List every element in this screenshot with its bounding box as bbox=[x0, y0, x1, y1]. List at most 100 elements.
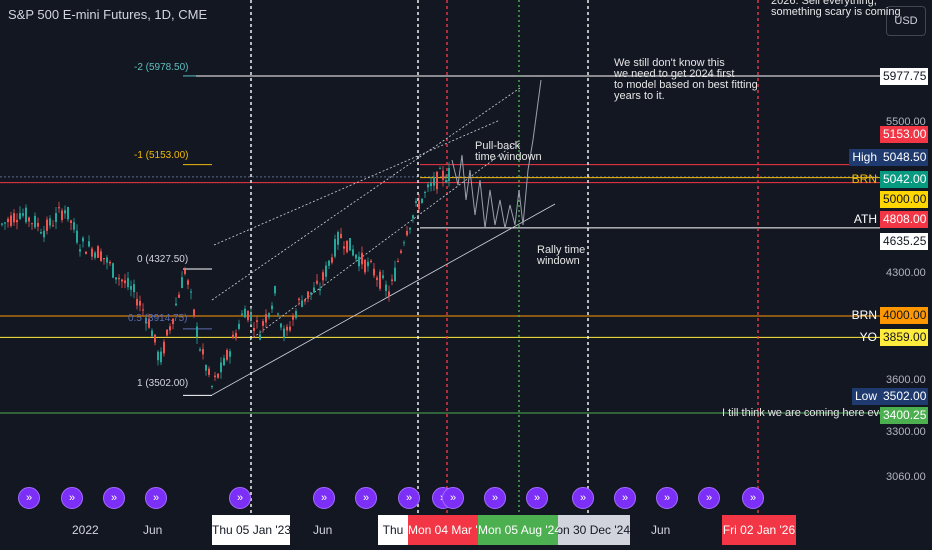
candle-body bbox=[412, 215, 414, 219]
event-marker-icon[interactable]: » bbox=[614, 487, 636, 509]
candle-body bbox=[433, 177, 435, 186]
candle-body bbox=[253, 327, 255, 331]
currency-button[interactable]: USD bbox=[886, 6, 926, 36]
candle-body bbox=[283, 328, 285, 338]
event-marker-icon[interactable]: » bbox=[103, 487, 125, 509]
event-marker-icon[interactable]: » bbox=[572, 487, 594, 509]
event-marker-icon[interactable]: » bbox=[61, 487, 83, 509]
candle-body bbox=[313, 287, 315, 293]
candle-body bbox=[355, 254, 357, 259]
candle-body bbox=[193, 309, 195, 317]
candle-body bbox=[169, 326, 171, 331]
candle-body bbox=[325, 265, 327, 277]
candle-body bbox=[301, 300, 303, 307]
price-tick: 3060.00 bbox=[886, 471, 926, 483]
candle-body bbox=[400, 250, 402, 253]
chart-title: S&P 500 E-mini Futures, 1D, CME bbox=[8, 7, 208, 22]
candle-body bbox=[244, 308, 246, 318]
candle-body bbox=[217, 373, 219, 378]
event-marker-icon[interactable]: » bbox=[484, 487, 506, 509]
time-label-jun: Jun bbox=[651, 523, 671, 537]
event-marker-icon[interactable]: » bbox=[398, 487, 420, 509]
note-rally: Rally time windown bbox=[537, 244, 586, 267]
candle-body bbox=[184, 269, 186, 274]
event-marker-icon[interactable]: » bbox=[145, 487, 167, 509]
channel-line bbox=[249, 139, 521, 341]
candle-body bbox=[274, 286, 276, 294]
candle-body bbox=[397, 260, 399, 262]
price-badge: 5000.00 bbox=[880, 191, 928, 208]
candle-body bbox=[310, 292, 312, 295]
candle-body bbox=[256, 320, 258, 323]
candle-body bbox=[271, 305, 273, 310]
candle-body bbox=[247, 310, 249, 321]
candle-body bbox=[226, 349, 228, 360]
candle-body bbox=[70, 220, 72, 223]
candle-body bbox=[205, 365, 207, 371]
candle-body bbox=[136, 298, 138, 306]
candle-body bbox=[97, 246, 99, 258]
event-marker-icon[interactable]: » bbox=[229, 487, 251, 509]
candle-body bbox=[211, 386, 213, 388]
candle-body bbox=[286, 326, 288, 331]
candle-body bbox=[265, 314, 267, 323]
fib-label-neg1: -1 (5153.00) bbox=[134, 150, 189, 161]
candle-body bbox=[232, 334, 234, 339]
candle-body bbox=[163, 341, 165, 354]
candle-body bbox=[328, 260, 330, 266]
candle-body bbox=[358, 256, 360, 267]
candle-body bbox=[166, 329, 168, 336]
candle-body bbox=[34, 215, 36, 228]
fib-label-0: 0 (4327.50) bbox=[137, 254, 189, 265]
candle-body bbox=[133, 284, 135, 293]
candle-body bbox=[55, 213, 57, 223]
candle-body bbox=[145, 317, 147, 324]
candle-body bbox=[220, 362, 222, 373]
candle-body bbox=[289, 326, 291, 331]
fib-label-neg2: -2 (5978.50) bbox=[134, 62, 189, 73]
price-tick: 3600.00 bbox=[886, 374, 926, 386]
candle-body bbox=[346, 240, 348, 253]
event-marker-icon[interactable]: » bbox=[18, 487, 40, 509]
candle-body bbox=[262, 321, 264, 326]
event-marker-icon[interactable]: » bbox=[355, 487, 377, 509]
candle-body bbox=[409, 227, 411, 230]
price-tick: 5500.00 bbox=[886, 116, 926, 128]
price-badge: 4000.00 bbox=[880, 307, 928, 324]
candle-body bbox=[10, 215, 12, 226]
event-marker-icon[interactable]: » bbox=[698, 487, 720, 509]
candle-body bbox=[139, 300, 141, 306]
price-badge-label: High bbox=[849, 149, 880, 166]
candle-body bbox=[118, 278, 120, 280]
candle-body bbox=[364, 259, 366, 273]
candle-body bbox=[406, 231, 408, 236]
price-badge-label: YO bbox=[859, 330, 877, 344]
candle-body bbox=[103, 258, 105, 260]
candle-body bbox=[25, 207, 27, 223]
event-marker-icon[interactable]: » bbox=[742, 487, 764, 509]
time-marker-label: Fri 02 Jan '26 bbox=[722, 515, 796, 545]
candle-body bbox=[73, 222, 75, 230]
event-marker-icon[interactable]: » bbox=[526, 487, 548, 509]
candle-body bbox=[373, 268, 375, 276]
candle-body bbox=[67, 206, 69, 220]
time-marker-label: Thu bbox=[378, 515, 408, 545]
event-marker-icon[interactable]: » bbox=[442, 487, 464, 509]
candle-body bbox=[160, 351, 162, 363]
event-marker-icon[interactable]: » bbox=[313, 487, 335, 509]
candle-body bbox=[445, 180, 447, 183]
price-badge: 4808.00 bbox=[880, 211, 928, 228]
event-marker-icon[interactable]: » bbox=[656, 487, 678, 509]
candle-body bbox=[16, 219, 18, 223]
candle-body bbox=[280, 323, 282, 328]
candle-body bbox=[175, 303, 177, 306]
time-marker-label: Mon 30 Dec '24 bbox=[558, 515, 630, 545]
candle-body bbox=[100, 251, 102, 262]
candle-body bbox=[121, 279, 123, 282]
candle-body bbox=[91, 248, 93, 257]
candle-body bbox=[82, 237, 84, 242]
candle-body bbox=[22, 213, 24, 216]
candle-body bbox=[40, 231, 42, 234]
candle-body bbox=[229, 351, 231, 357]
